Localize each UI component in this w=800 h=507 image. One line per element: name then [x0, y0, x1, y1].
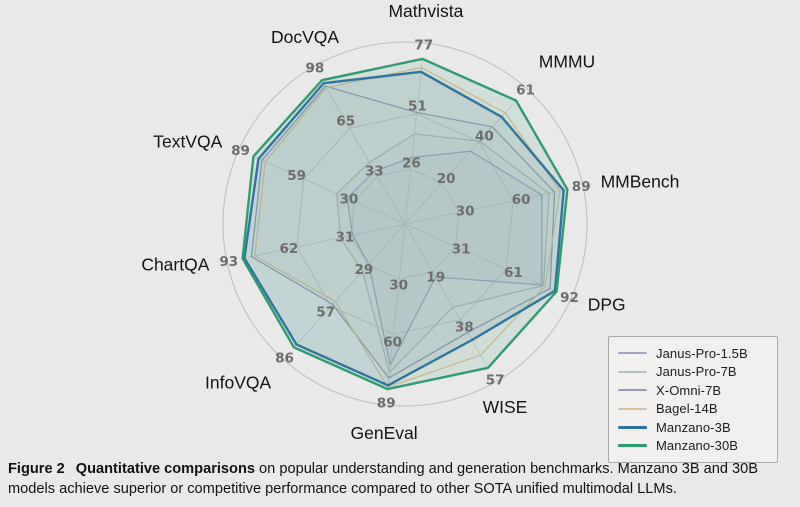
tick-label-mathvista-26: 26: [402, 155, 421, 171]
axis-spoke-wise: [404, 223, 489, 369]
tick-label-dpg-31: 31: [452, 242, 471, 258]
tick-label-docvqa-65: 65: [336, 114, 355, 130]
axis-spoke-infovqa: [293, 223, 406, 348]
legend-item-janus-pro-1.5b: Janus-Pro-1.5B: [618, 344, 767, 363]
series-manzano-30b: [241, 57, 569, 391]
tick-label-chartqa-93: 93: [219, 254, 238, 270]
figure-caption: Figure 2 Quantitative comparisons on popu…: [8, 460, 792, 500]
axis-label-mathvista: Mathvista: [388, 1, 463, 21]
axis-spokes: [242, 58, 568, 390]
series-manzano-3b: [243, 70, 565, 387]
legend-line-swatch: [618, 389, 647, 392]
legend-item-bagel-14b: Bagel-14B: [618, 400, 767, 419]
legend-item-manzano-3b: Manzano-3B: [618, 418, 767, 437]
legend: Janus-Pro-1.5B Janus-Pro-7B X-Omni-7B Bagel…: [608, 336, 778, 463]
axis-labels: Mathvista MMMU MMBench DPG WISE GenEval InfoVQ…: [141, 1, 679, 443]
axis-label-chartqa: ChartQA: [141, 255, 209, 275]
tick-label-wise-38: 38: [455, 319, 474, 335]
legend-item-label: Manzano-30B: [656, 438, 739, 454]
axis-spoke-chartqa: [242, 223, 406, 259]
legend-item-label: Janus-Pro-7B: [656, 364, 737, 380]
series-polygon: [243, 70, 565, 387]
tick-label-mmbench-60: 60: [512, 192, 531, 208]
tick-label-mmbench-30: 30: [456, 204, 475, 220]
series-polygon: [250, 85, 556, 379]
series-janus-pro-7b: [336, 133, 550, 374]
axis-spoke-textvqa: [253, 156, 406, 225]
tick-label-chartqa-62: 62: [280, 241, 299, 257]
legend-item-label: Bagel-14B: [656, 401, 718, 417]
tick-label-textvqa-89: 89: [231, 143, 250, 159]
series-polygon: [346, 150, 543, 366]
tick-label-dpg-92: 92: [560, 290, 579, 306]
axis-spoke-geneval: [387, 223, 406, 390]
caption-text: on popular understanding and generation …: [8, 461, 759, 497]
axis-spoke-mmmu: [404, 100, 517, 225]
tick-label-dpg-61: 61: [504, 265, 523, 281]
tick-label-docvqa-33: 33: [365, 163, 384, 179]
axis-label-infovqa: InfoVQA: [205, 373, 271, 393]
tick-label-geneval-60: 60: [383, 335, 402, 351]
legend-item-label: Manzano-3B: [656, 419, 731, 435]
legend-item-manzano-30b: Manzano-30B: [618, 437, 767, 456]
tick-label-chartqa-31: 31: [336, 229, 355, 245]
axis-label-geneval: GenEval: [351, 423, 418, 443]
figure-number: Figure 2: [8, 461, 65, 477]
tick-label-mmmu-20: 20: [437, 171, 456, 187]
legend-line-swatch: [618, 407, 647, 410]
legend-line-swatch: [618, 425, 647, 429]
legend-item-x-omni-7b: X-Omni-7B: [618, 381, 767, 400]
legend-line-swatch: [618, 370, 647, 373]
tick-label-mmmu-61: 61: [516, 83, 535, 99]
legend-item-label: Janus-Pro-1.5B: [656, 345, 748, 361]
tick-label-docvqa-98: 98: [306, 61, 325, 77]
caption-bold-title: Quantitative comparisons: [75, 461, 255, 477]
axis-label-mmbench: MMBench: [601, 171, 680, 191]
axis-spoke-mathvista: [404, 58, 423, 225]
tick-label-textvqa-30: 30: [340, 192, 359, 208]
radar-chart: 26 51 77 20 40 61 30 60 89 31 61 92 19 38 57 30 60 89 29 57…: [141, 1, 679, 443]
series-x-omni-7b: [250, 85, 556, 379]
series-polygon: [241, 57, 569, 391]
axis-label-wise: WISE: [483, 397, 528, 417]
tick-label-mmbench-89: 89: [572, 179, 591, 195]
legend-item-janus-pro-7b: Janus-Pro-7B: [618, 363, 767, 382]
tick-labels: 26 51 77 20 40 61 30 60 89 31 61 92 19 38 57 30 60 89 29 57…: [219, 37, 590, 411]
axis-label-dpg: DPG: [588, 294, 626, 314]
axis-label-mmmu: MMMU: [539, 51, 595, 71]
tick-label-textvqa-59: 59: [287, 168, 306, 184]
series-polygon: [336, 133, 550, 374]
series-janus-pro-1.5b: [346, 150, 543, 366]
legend-line-swatch: [618, 444, 647, 448]
tick-label-geneval-89: 89: [377, 396, 396, 412]
axis-spoke-docvqa: [321, 79, 406, 225]
legend-item-label: X-Omni-7B: [656, 382, 722, 398]
legend-line-swatch: [618, 352, 647, 355]
axis-spoke-dpg: [404, 223, 557, 292]
axis-label-textvqa: TextVQA: [153, 132, 222, 152]
tick-label-mmmu-40: 40: [475, 128, 494, 144]
outer-circle: [222, 41, 588, 407]
tick-label-infovqa-86: 86: [275, 350, 294, 366]
tick-label-infovqa-29: 29: [355, 262, 374, 278]
axis-spoke-mmbench: [404, 189, 568, 225]
tick-label-mathvista-51: 51: [408, 99, 427, 115]
tick-label-mathvista-77: 77: [414, 37, 433, 53]
tick-label-infovqa-57: 57: [316, 305, 335, 321]
tick-label-wise-19: 19: [426, 270, 445, 286]
tick-label-geneval-30: 30: [389, 278, 408, 294]
tick-label-wise-57: 57: [486, 373, 505, 389]
axis-label-docvqa: DocVQA: [271, 27, 339, 47]
